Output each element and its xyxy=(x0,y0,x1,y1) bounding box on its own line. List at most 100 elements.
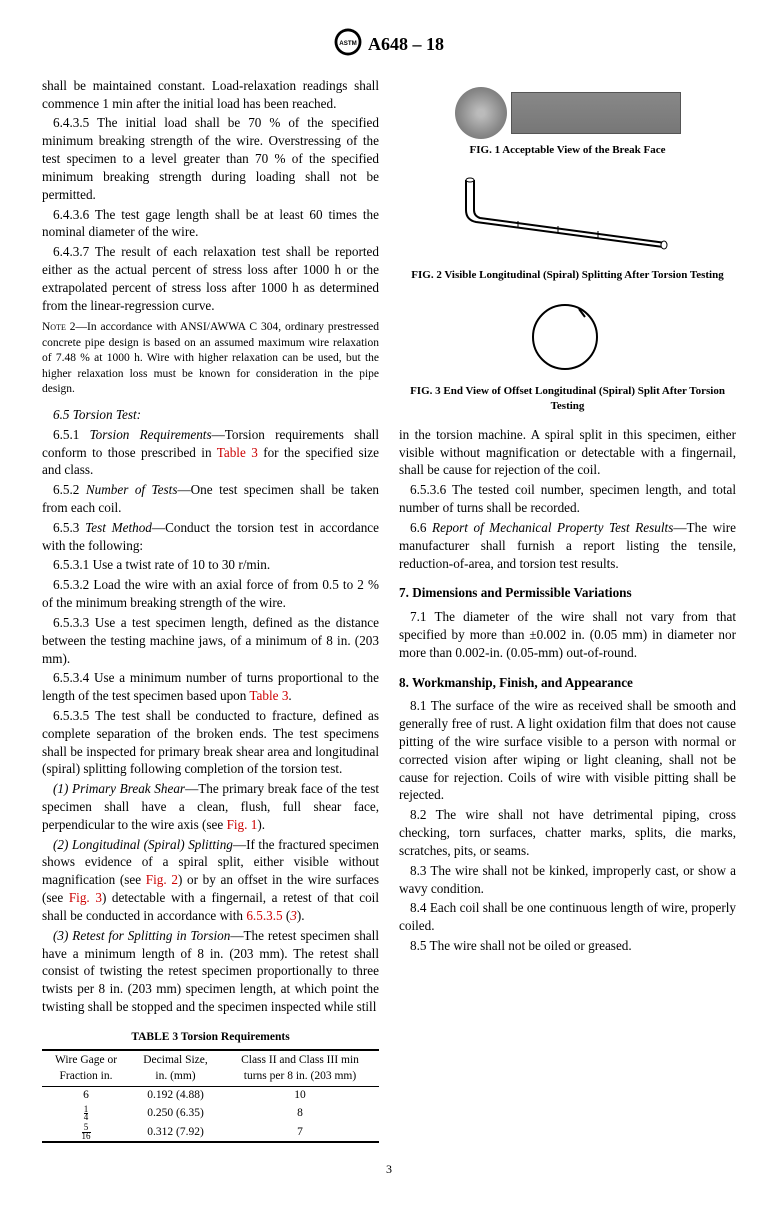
sub-num: (2) xyxy=(53,837,68,852)
ref-fig1[interactable]: Fig. 1 xyxy=(227,817,258,832)
svg-text:ASTM: ASTM xyxy=(339,40,356,47)
page: ASTM A648 – 18 shall be maintained const… xyxy=(0,0,778,1210)
para-66: 6.6 Report of Mechanical Property Test R… xyxy=(399,519,736,572)
table-cell: 10 xyxy=(221,1087,379,1105)
para-sub2: (2) Longitudinal (Spiral) Splitting—If t… xyxy=(42,836,379,925)
table-cell: 14 xyxy=(42,1105,130,1123)
sub-num: (1) xyxy=(53,781,68,796)
page-number: 3 xyxy=(42,1161,736,1177)
sub-title: Retest for Splitting in Torsion xyxy=(72,928,230,943)
clause-num: 6.5.3.5 xyxy=(53,708,89,723)
ref-fig2[interactable]: Fig. 2 xyxy=(146,872,178,887)
figure-3: FIG. 3 End View of Offset Longitudinal (… xyxy=(399,295,736,414)
section-7: 7. Dimensions and Permissible Variations xyxy=(399,584,736,602)
clause-num: 7.1 xyxy=(410,609,426,624)
clause-title: Torsion Requirements xyxy=(90,427,212,442)
header-text: Class II and Class III min turns per 8 i… xyxy=(241,1053,359,1084)
text-b: ). xyxy=(257,817,265,832)
table-3: TABLE 3 Torsion Requirements Wire Gage o… xyxy=(42,1030,379,1144)
note-text: In accordance with ANSI/AWWA C 304, ordi… xyxy=(42,321,379,395)
table-title: TABLE 3 Torsion Requirements xyxy=(42,1030,379,1046)
clause-num: 6.4.3.5 xyxy=(53,115,89,130)
sub-title: Primary Break Shear xyxy=(72,781,185,796)
figure-caption: FIG. 1 Acceptable View of the Break Face xyxy=(399,143,736,158)
table-cell: 516 xyxy=(42,1123,130,1142)
clause-text: The wire shall not be kinked, improperly… xyxy=(399,863,736,896)
sec-num: 6.5 xyxy=(53,407,69,422)
clause-num: 8.4 xyxy=(410,900,426,915)
clause-num: 6.5.3.6 xyxy=(410,482,446,497)
para-6534: 6.5.3.4 Use a minimum number of turns pr… xyxy=(42,669,379,705)
clause-text: The initial load shall be 70 % of the sp… xyxy=(42,115,379,201)
clause-num: 6.4.3.6 xyxy=(53,207,89,222)
clause-text: Use a twist rate of 10 to 30 r/min. xyxy=(89,557,270,572)
table-row: 516 0.312 (7.92) 7 xyxy=(42,1123,379,1142)
clause-num: 8.5 xyxy=(410,938,426,953)
para-71: 7.1 The diameter of the wire shall not v… xyxy=(399,608,736,661)
clause-num: 6.5.3.3 xyxy=(53,615,89,630)
table-header: Class II and Class III min turns per 8 i… xyxy=(221,1050,379,1087)
sub-num: (3) xyxy=(53,928,68,943)
left-column: shall be maintained constant. Load-relax… xyxy=(42,77,379,1144)
figure-2: FIG. 2 Visible Longitudinal (Spiral) Spl… xyxy=(399,170,736,284)
text-a: Use a minimum number of turns proportion… xyxy=(42,670,379,703)
clause-title: Report of Mechanical Property Test Resul… xyxy=(432,520,673,535)
para-6535: 6.5.3.5 The test shall be conducted to f… xyxy=(42,707,379,778)
para-continuation: in the torsion machine. A spiral split i… xyxy=(399,426,736,479)
para-6435: 6.4.3.5 The initial load shall be 70 % o… xyxy=(42,114,379,203)
table-cell: 7 xyxy=(221,1123,379,1142)
spiral-split-wire-icon xyxy=(448,170,688,260)
ref-table3[interactable]: Table 3 xyxy=(217,445,258,460)
para-sub3: (3) Retest for Splitting in Torsion—The … xyxy=(42,927,379,1016)
clause-text: The tested coil number, specimen length,… xyxy=(399,482,736,515)
section-8: 8. Workmanship, Finish, and Appearance xyxy=(399,674,736,692)
note-label: Note 2— xyxy=(42,321,87,333)
standard-designation: A648 – 18 xyxy=(368,32,444,56)
table-cell: 6 xyxy=(42,1087,130,1105)
text-b: . xyxy=(288,688,291,703)
table-cell: 0.312 (7.92) xyxy=(130,1123,221,1142)
note-2: Note 2—In accordance with ANSI/AWWA C 30… xyxy=(42,320,379,398)
ref-fig3[interactable]: Fig. 3 xyxy=(69,890,102,905)
clause-text: The diameter of the wire shall not vary … xyxy=(399,609,736,660)
clause-num: 8.1 xyxy=(410,698,426,713)
para-continuation: shall be maintained constant. Load-relax… xyxy=(42,77,379,113)
clause-num: 6.5.3.1 xyxy=(53,557,89,572)
clause-num: 6.4.3.7 xyxy=(53,244,89,259)
figure-caption: FIG. 3 End View of Offset Longitudinal (… xyxy=(399,384,736,414)
ref-table3[interactable]: Table 3 xyxy=(249,688,288,703)
break-face-circle-icon xyxy=(455,87,507,139)
ref-para3[interactable]: 3 xyxy=(290,908,297,923)
standard-header: ASTM A648 – 18 xyxy=(42,28,736,61)
para-84: 8.4 Each coil shall be one continuous le… xyxy=(399,899,736,935)
para-6536: 6.5.3.6 The tested coil number, specimen… xyxy=(399,481,736,517)
clause-text: Load the wire with an axial force of fro… xyxy=(42,577,379,610)
clause-num: 8.2 xyxy=(410,807,426,822)
clause-text: The test shall be conducted to fracture,… xyxy=(42,708,379,776)
sec-title: Torsion Test: xyxy=(73,407,141,422)
para-82: 8.2 The wire shall not have detrimental … xyxy=(399,806,736,859)
clause-num: 6.5.3.2 xyxy=(53,577,89,592)
para-83: 8.3 The wire shall not be kinked, improp… xyxy=(399,862,736,898)
clause-text: Use a test specimen length, defined as t… xyxy=(42,615,379,666)
clause-title: Number of Tests xyxy=(86,482,178,497)
clause-num: 6.5.3.4 xyxy=(53,670,89,685)
clause-num: 6.6 xyxy=(410,520,426,535)
fig1-images xyxy=(399,87,736,139)
clause-text: Each coil shall be one continuous length… xyxy=(399,900,736,933)
para-6531: 6.5.3.1 Use a twist rate of 10 to 30 r/m… xyxy=(42,556,379,574)
clause-num: 6.5.1 xyxy=(53,427,79,442)
para-85: 8.5 The wire shall not be oiled or greas… xyxy=(399,937,736,955)
break-face-side-icon xyxy=(511,92,681,134)
clause-num: 6.5.3 xyxy=(53,520,79,535)
table-header: Wire Gage or Fraction in. xyxy=(42,1050,130,1087)
text-d: ). xyxy=(297,908,305,923)
sub-title: Longitudinal (Spiral) Splitting xyxy=(72,837,233,852)
para-81: 8.1 The surface of the wire as received … xyxy=(399,697,736,804)
para-6437: 6.4.3.7 The result of each relaxation te… xyxy=(42,243,379,314)
ref-6535[interactable]: 6.5.3.5 xyxy=(246,908,282,923)
table-cell: 0.250 (6.35) xyxy=(130,1105,221,1123)
sec-6.5: 6.5 Torsion Test: xyxy=(42,406,379,424)
para-6532: 6.5.3.2 Load the wire with an axial forc… xyxy=(42,576,379,612)
clause-text: The wire shall not be oiled or greased. xyxy=(426,938,631,953)
